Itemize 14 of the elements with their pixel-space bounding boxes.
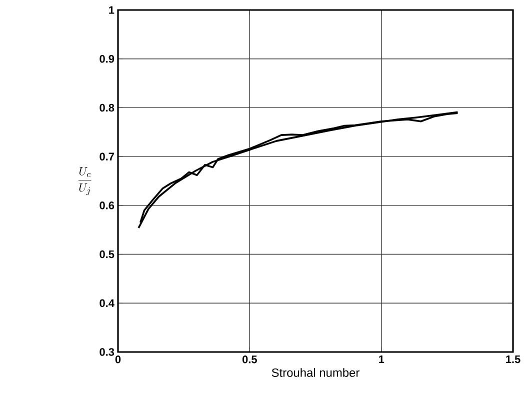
- y-tick-label: 0.6: [100, 202, 114, 210]
- x-tick-label: 1.5: [506, 356, 520, 364]
- y-tick-label: 0.4: [100, 299, 114, 308]
- x-tick-label: 0: [115, 356, 121, 364]
- y-tick-label: 0.8: [100, 104, 114, 112]
- x-axis-title: Strouhal number: [272, 368, 360, 377]
- x-tick-label: 1: [378, 356, 384, 364]
- y-tick-label: 0.5: [100, 250, 114, 258]
- y-axis-title: $\frac{U_c}{U_j}$: [78, 167, 92, 196]
- y-tick-label: 0.7: [100, 152, 114, 160]
- y-tick-label: 0.9: [100, 54, 114, 63]
- y-tick-label: 1: [109, 6, 114, 14]
- x-tick-label: 0.5: [242, 356, 257, 364]
- y-tick-label: 0.3: [100, 348, 114, 356]
